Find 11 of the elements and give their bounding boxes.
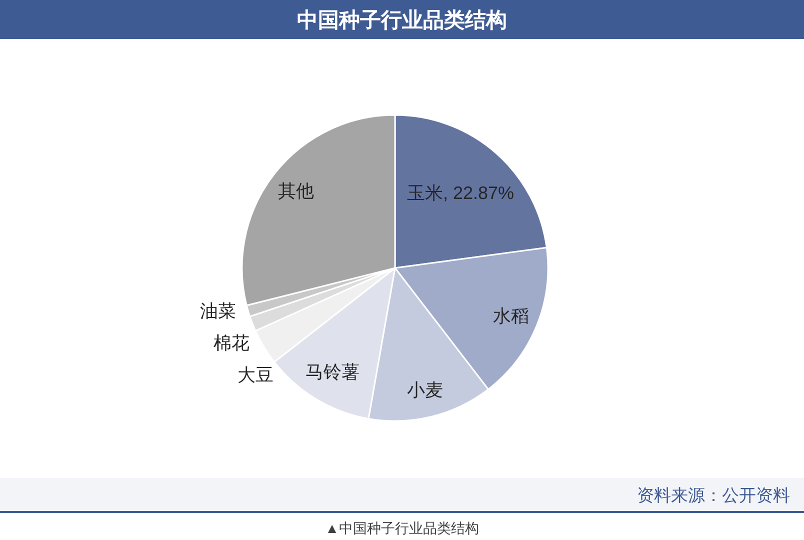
slice-label: 水稻	[493, 306, 529, 326]
slice-label: 玉米, 22.87%	[406, 183, 514, 204]
slice-label: 棉花	[214, 332, 250, 353]
slice-label: 其他	[278, 180, 314, 201]
text: ▲中国种子行业品类结构	[325, 520, 479, 536]
slice-label: 大豆	[238, 364, 274, 385]
slice-label: 小麦	[406, 380, 443, 400]
chart-title: 中国种子行业品类结构	[297, 9, 507, 32]
slice-label: 马铃薯	[305, 362, 360, 382]
slice-label: 油菜	[200, 300, 236, 321]
text: 资料来源：公开资料	[637, 486, 790, 505]
